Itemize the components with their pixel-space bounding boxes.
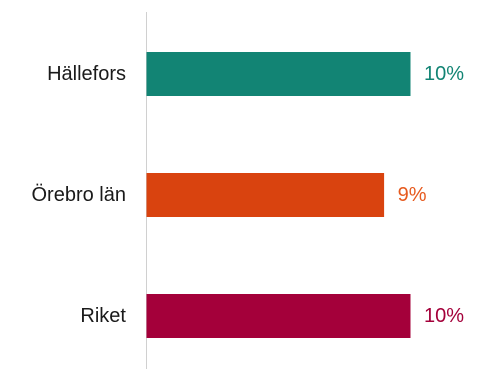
bars-group: Hällefors 10% Örebro län 9% Riket 10% <box>32 52 464 338</box>
category-label-2: Örebro län <box>32 184 127 206</box>
category-label-1: Hällefors <box>47 63 126 85</box>
bar-1 <box>146 52 411 96</box>
value-label-1: 10% <box>424 63 464 85</box>
value-label-3: 10% <box>424 305 464 327</box>
bar-2 <box>146 173 385 217</box>
bar-3 <box>146 294 411 338</box>
value-label-2: 9% <box>398 184 427 206</box>
category-label-3: Riket <box>80 305 126 327</box>
